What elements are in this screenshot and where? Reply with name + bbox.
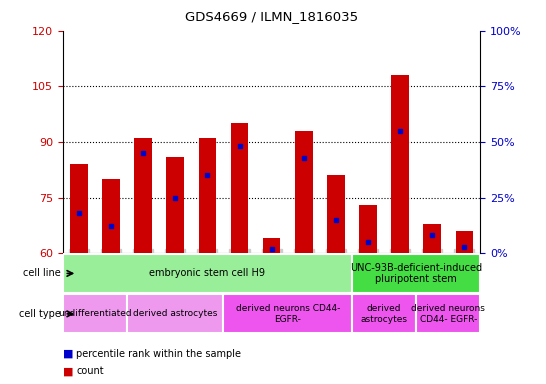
Text: cell type: cell type bbox=[19, 309, 61, 319]
Bar bbox=[416, 295, 480, 333]
Text: derived astrocytes: derived astrocytes bbox=[133, 310, 217, 318]
Text: percentile rank within the sample: percentile rank within the sample bbox=[76, 349, 241, 359]
Bar bbox=[295, 131, 313, 253]
Bar bbox=[127, 295, 223, 333]
Text: derived neurons CD44-
EGFR-: derived neurons CD44- EGFR- bbox=[235, 304, 340, 324]
Text: UNC-93B-deficient-induced
pluripotent stem: UNC-93B-deficient-induced pluripotent st… bbox=[350, 263, 482, 284]
Text: GDS4669 / ILMN_1816035: GDS4669 / ILMN_1816035 bbox=[185, 10, 358, 23]
Text: derived neurons
CD44- EGFR-: derived neurons CD44- EGFR- bbox=[412, 304, 485, 324]
Bar bbox=[359, 205, 377, 253]
Text: count: count bbox=[76, 366, 104, 376]
Bar bbox=[455, 231, 473, 253]
Bar bbox=[134, 138, 152, 253]
Bar bbox=[70, 164, 88, 253]
Text: embryonic stem cell H9: embryonic stem cell H9 bbox=[150, 268, 265, 278]
Bar bbox=[352, 295, 416, 333]
Text: cell line: cell line bbox=[23, 268, 61, 278]
Bar bbox=[223, 295, 352, 333]
Bar bbox=[63, 254, 352, 293]
Bar bbox=[263, 238, 281, 253]
Text: ■: ■ bbox=[63, 349, 73, 359]
Bar bbox=[352, 254, 480, 293]
Bar bbox=[230, 123, 248, 253]
Bar bbox=[391, 75, 409, 253]
Text: derived
astrocytes: derived astrocytes bbox=[360, 304, 408, 324]
Text: ■: ■ bbox=[63, 366, 73, 376]
Bar bbox=[63, 295, 127, 333]
Bar bbox=[424, 223, 441, 253]
Text: undifferentiated: undifferentiated bbox=[58, 310, 132, 318]
Bar bbox=[327, 175, 345, 253]
Bar bbox=[199, 138, 216, 253]
Bar bbox=[102, 179, 120, 253]
Bar bbox=[167, 157, 184, 253]
